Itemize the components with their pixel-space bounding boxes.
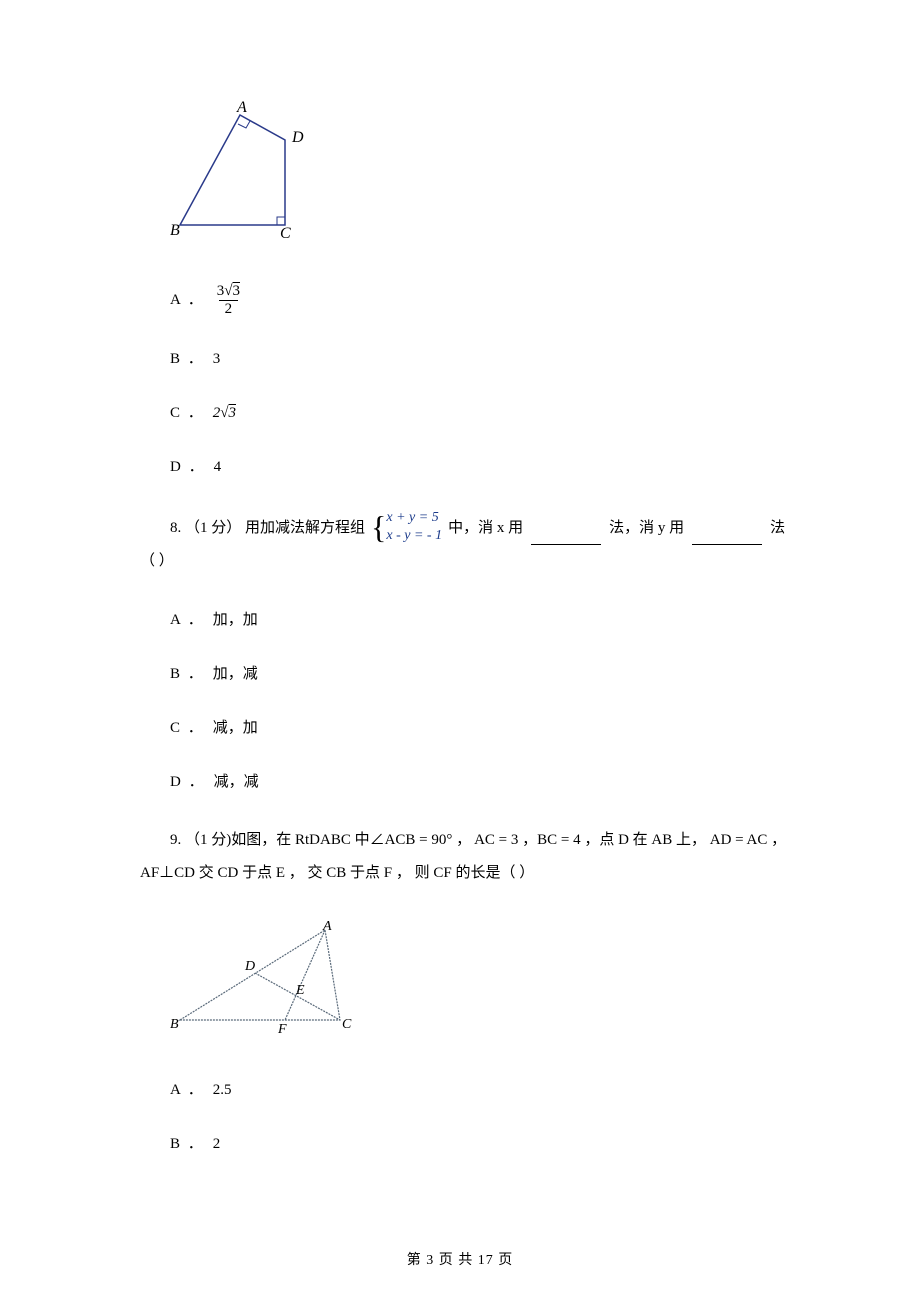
label2-f: F (277, 1022, 287, 1035)
label2-a: A (322, 920, 332, 934)
q8-option-a: A ． 加，加 (170, 608, 810, 632)
q7-c-label: C ． (170, 401, 205, 425)
q8-system: { x + y = 5 x - y = - 1 (371, 509, 442, 545)
label2-e: E (295, 983, 305, 998)
q7-d-label: D ． (170, 455, 206, 479)
q8-b-label: B ． (170, 662, 205, 686)
label2-d: D (244, 959, 255, 974)
brace-icon: { (371, 513, 386, 542)
q9-b-value: 2 (213, 1132, 221, 1156)
q8-c-label: C ． (170, 716, 205, 740)
quad-path (180, 115, 285, 225)
q8-a-label: A ． (170, 608, 205, 632)
q7-option-d: D ． 4 (170, 455, 810, 479)
q7-c-value: 2√3 (213, 401, 236, 425)
q7-option-c: C ． 2√3 (170, 401, 810, 425)
q9-option-b: B ． 2 (170, 1132, 810, 1156)
q8-c-value: 减，加 (213, 716, 258, 740)
label-d: D (291, 129, 304, 146)
label-b: B (170, 222, 180, 239)
figure-triangle: A B C D E F (170, 920, 810, 1043)
q8-d-label: D ． (170, 770, 206, 794)
q8-option-d: D ． 减，减 (170, 770, 810, 794)
q9-a-value: 2.5 (213, 1078, 232, 1102)
question-8: 8. （1 分） 用加减法解方程组 { x + y = 5 x - y = - … (140, 509, 790, 578)
label-c: C (280, 225, 291, 240)
label-a: A (236, 100, 247, 116)
q7-option-a: A ． 3√3 2 (170, 283, 810, 317)
q8-blank2 (692, 531, 762, 545)
q8-mid1: 中，消 x 用 (448, 512, 523, 545)
line-af (285, 930, 325, 1020)
q8-eq1: x + y = 5 (386, 509, 442, 527)
q8-option-b: B ． 加，减 (170, 662, 810, 686)
question-9: 9. （1 分)如图，在 RtDABC 中∠ACB = 90° ， AC = 3… (140, 824, 790, 890)
tri-svg: A B C D E F (170, 920, 370, 1035)
q9-option-a: A ． 2.5 (170, 1078, 810, 1102)
right-angle-a (238, 121, 250, 128)
label2-c: C (342, 1017, 352, 1032)
q7-a-fraction: 3√3 2 (213, 283, 244, 317)
right-angle-c (277, 217, 285, 225)
q7-a-den: 2 (219, 300, 239, 318)
q7-a-label: A ． (170, 288, 205, 312)
q7-option-b: B ． 3 (170, 347, 810, 371)
q7-a-num: 3√3 (213, 283, 244, 300)
q9-a-label: A ． (170, 1078, 205, 1102)
q7-b-label: B ． (170, 347, 205, 371)
page-footer: 第 3 页 共 17 页 (0, 1250, 920, 1272)
q9-text: 9. （1 分)如图，在 RtDABC 中∠ACB = 90° ， AC = 3… (140, 832, 786, 881)
q8-a-value: 加，加 (213, 608, 258, 632)
q7-b-value: 3 (213, 347, 221, 371)
q8-d-value: 减，减 (214, 770, 259, 794)
figure-quadrilateral: A B C D (170, 100, 810, 248)
q8-paren: （ ） (140, 545, 790, 578)
q8-option-c: C ． 减，加 (170, 716, 810, 740)
q8-blank1 (531, 531, 601, 545)
q8-tail: 法 (770, 512, 785, 545)
q9-b-label: B ． (170, 1132, 205, 1156)
q7-d-value: 4 (214, 455, 222, 479)
q8-b-value: 加，减 (213, 662, 258, 686)
quad-svg: A B C D (170, 100, 320, 240)
q8-mid2: 法，消 y 用 (609, 512, 684, 545)
q8-eq2: x - y = - 1 (386, 527, 442, 545)
q8-prefix: 8. （1 分） 用加减法解方程组 (140, 512, 365, 545)
label2-b: B (170, 1017, 179, 1032)
